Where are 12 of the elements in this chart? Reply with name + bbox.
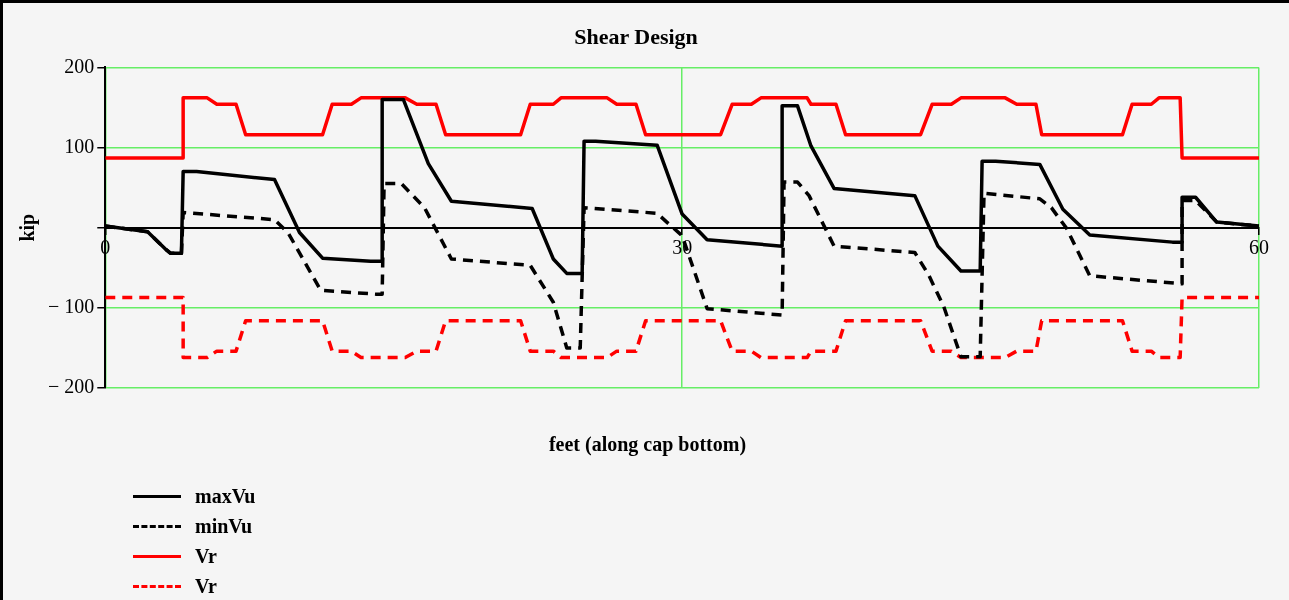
y-tick-label: − 100 (48, 295, 95, 318)
y-axis-title: kip (16, 213, 40, 242)
legend-label: maxVu (195, 484, 256, 508)
legend-label: minVu (195, 514, 253, 538)
y-tick-label: 200 (64, 54, 95, 77)
y-tick-label: 100 (64, 134, 95, 157)
legend-label: Vr (195, 574, 217, 598)
line-series (105, 295, 1259, 360)
x-axis-title: feet (along cap bottom) (547, 433, 748, 456)
y-tick-label: − 200 (48, 375, 95, 398)
chart-title: Shear Design (574, 23, 698, 49)
legend-label: Vr (195, 544, 217, 568)
